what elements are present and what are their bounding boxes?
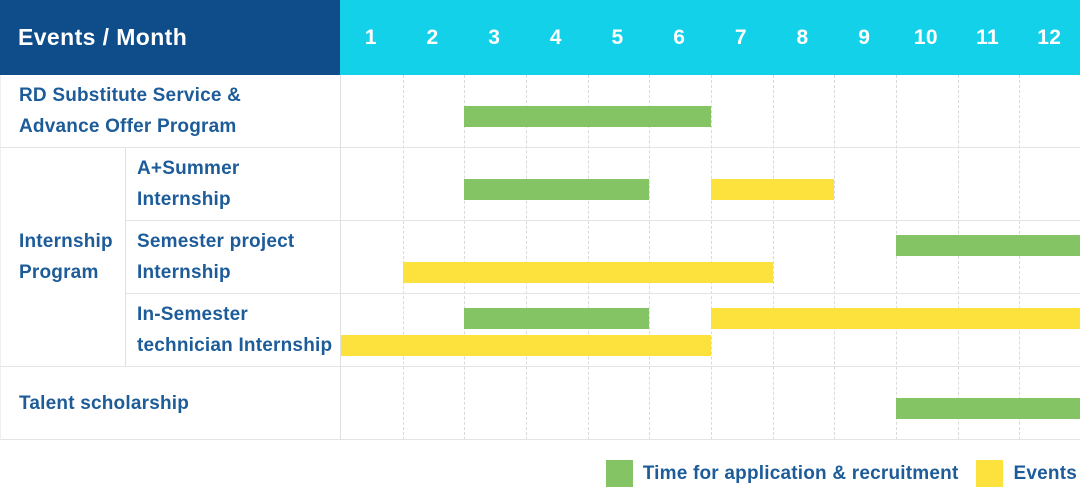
month-header-8: 8 [796,25,809,49]
legend-item-recruitment: Time for application & recruitment [605,460,959,487]
month-header-4: 4 [549,25,562,49]
month-gridline [772,75,774,440]
row-gridline [341,439,1080,440]
month-header-11: 11 [976,25,999,49]
month-gridline [526,75,527,440]
row-group-label-internship-program: Internship Program [0,148,125,367]
month-gridline [957,75,959,440]
recruitment-bar [896,235,1080,256]
month-gridline [896,75,897,440]
recruitment-swatch [605,460,633,487]
row-label-in-semester-technician-internship: In-Semester technician Internship [125,294,340,367]
month-header-9: 9 [858,25,871,49]
row-gridline [341,293,1080,294]
gantt-table: Events / Month 1 2 3 4 5 6 7 8 9 10 11 12 RD Substi… [0,0,1080,440]
recruitment-bar [464,308,650,329]
legend-item-events: Events [976,460,1077,487]
recruitment-bar [896,398,1080,419]
recruitment-bar [464,179,650,200]
row-gridline [341,366,1080,367]
month-header-5: 5 [611,25,624,49]
row-label-talent-scholarship: Talent scholarship [0,367,340,440]
month-gridline [1019,75,1021,440]
month-header-3: 3 [488,25,501,49]
month-gridline [464,75,466,440]
row-label-semester-project-internship: Semester project Internship [125,221,340,294]
month-gridline [587,75,589,440]
events-month-header-cell: Events / Month [0,0,340,75]
legend: Time for application & recruitment Event… [605,460,1077,487]
legend-label-events: Events [1013,462,1077,484]
month-header-12: 12 [1037,25,1062,49]
event-bar [711,179,835,200]
event-bar [711,308,1080,329]
month-header-10: 10 [913,25,938,49]
recruitment-bar [464,106,711,127]
events-swatch [976,460,1004,487]
event-bar [341,335,711,356]
month-header-row: 1 2 3 4 5 6 7 8 9 10 11 12 [340,0,1080,75]
month-gridline [711,75,712,440]
chart-area [340,75,1080,440]
month-header-1: 1 [364,25,377,49]
row-gridline [341,147,1080,148]
month-gridline [402,75,404,440]
row-label-rd-substitute: RD Substitute Service & Advance Offer Pr… [0,75,340,148]
month-gridline [649,75,651,440]
month-gridline [834,75,836,440]
event-bar [402,262,773,283]
month-header-2: 2 [426,25,439,49]
month-header-6: 6 [673,25,686,49]
legend-label-recruitment: Time for application & recruitment [642,462,959,484]
row-gridline [341,220,1080,221]
month-header-7: 7 [734,25,747,49]
row-label-a-plus-summer-internship: A+Summer Internship [125,148,340,221]
events-month-header-label: Events / Month [18,24,188,50]
